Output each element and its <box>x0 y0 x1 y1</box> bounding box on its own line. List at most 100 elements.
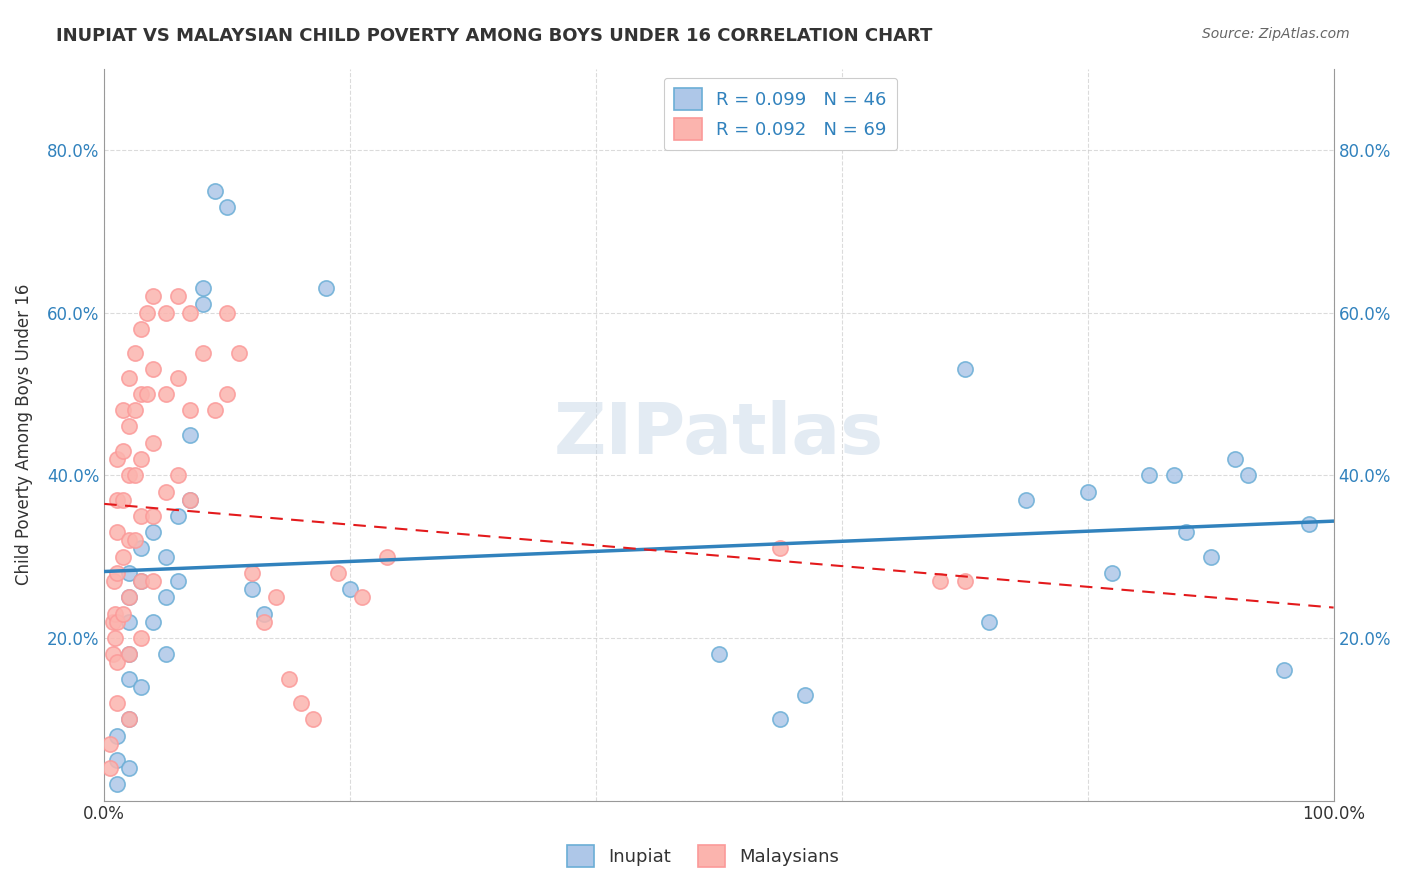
Malaysians <box>179 492 201 507</box>
Malaysians <box>129 508 152 523</box>
Malaysians <box>111 607 134 621</box>
Inupiat <box>339 582 361 596</box>
Inupiat <box>204 184 226 198</box>
Malaysians <box>118 533 141 548</box>
Inupiat <box>167 508 190 523</box>
Inupiat <box>1298 516 1320 531</box>
Inupiat <box>1015 492 1038 507</box>
Malaysians <box>290 696 312 710</box>
Inupiat <box>118 615 141 629</box>
Inupiat <box>129 680 152 694</box>
Malaysians <box>111 443 134 458</box>
Text: ZIPatlas: ZIPatlas <box>554 401 884 469</box>
Inupiat <box>118 672 141 686</box>
Malaysians <box>118 419 141 434</box>
Inupiat <box>1175 525 1198 540</box>
Malaysians <box>155 305 177 319</box>
Inupiat <box>155 647 177 661</box>
Inupiat <box>1163 468 1185 483</box>
Inupiat <box>118 647 141 661</box>
Inupiat <box>1077 484 1099 499</box>
Malaysians <box>105 492 128 507</box>
Inupiat <box>118 761 141 775</box>
Malaysians <box>155 484 177 499</box>
Malaysians <box>769 541 792 556</box>
Malaysians <box>179 403 201 417</box>
Malaysians <box>100 761 122 775</box>
Inupiat <box>1137 468 1160 483</box>
Malaysians <box>167 370 190 384</box>
Inupiat <box>179 492 201 507</box>
Inupiat <box>129 574 152 588</box>
Inupiat <box>979 615 1001 629</box>
Malaysians <box>118 647 141 661</box>
Malaysians <box>240 566 263 580</box>
Malaysians <box>929 574 952 588</box>
Inupiat <box>118 591 141 605</box>
Malaysians <box>111 549 134 564</box>
Malaysians <box>124 468 146 483</box>
Malaysians <box>105 452 128 467</box>
Malaysians <box>217 387 239 401</box>
Malaysians <box>124 533 146 548</box>
Y-axis label: Child Poverty Among Boys Under 16: Child Poverty Among Boys Under 16 <box>15 284 32 585</box>
Malaysians <box>111 403 134 417</box>
Malaysians <box>101 615 124 629</box>
Malaysians <box>191 346 214 360</box>
Malaysians <box>105 566 128 580</box>
Malaysians <box>142 508 165 523</box>
Inupiat <box>1199 549 1222 564</box>
Inupiat <box>315 281 337 295</box>
Inupiat <box>142 525 165 540</box>
Inupiat <box>155 549 177 564</box>
Inupiat <box>953 362 976 376</box>
Malaysians <box>142 574 165 588</box>
Malaysians <box>104 607 127 621</box>
Malaysians <box>179 305 201 319</box>
Inupiat <box>253 607 276 621</box>
Inupiat <box>105 777 128 791</box>
Malaysians <box>129 631 152 645</box>
Inupiat <box>1225 452 1247 467</box>
Text: INUPIAT VS MALAYSIAN CHILD POVERTY AMONG BOYS UNDER 16 CORRELATION CHART: INUPIAT VS MALAYSIAN CHILD POVERTY AMONG… <box>56 27 932 45</box>
Malaysians <box>142 435 165 450</box>
Malaysians <box>103 574 125 588</box>
Malaysians <box>142 362 165 376</box>
Malaysians <box>101 647 124 661</box>
Malaysians <box>118 712 141 726</box>
Malaysians <box>953 574 976 588</box>
Inupiat <box>794 688 817 702</box>
Malaysians <box>375 549 398 564</box>
Inupiat <box>240 582 263 596</box>
Inupiat <box>129 541 152 556</box>
Malaysians <box>217 305 239 319</box>
Inupiat <box>1236 468 1258 483</box>
Malaysians <box>136 387 159 401</box>
Malaysians <box>204 403 226 417</box>
Malaysians <box>167 289 190 303</box>
Malaysians <box>118 468 141 483</box>
Malaysians <box>129 322 152 336</box>
Legend: Inupiat, Malaysians: Inupiat, Malaysians <box>560 838 846 874</box>
Malaysians <box>118 370 141 384</box>
Inupiat <box>1274 664 1296 678</box>
Inupiat <box>142 615 165 629</box>
Malaysians <box>302 712 325 726</box>
Malaysians <box>129 452 152 467</box>
Malaysians <box>100 737 122 751</box>
Inupiat <box>118 712 141 726</box>
Malaysians <box>124 403 146 417</box>
Text: Source: ZipAtlas.com: Source: ZipAtlas.com <box>1202 27 1350 41</box>
Malaysians <box>104 631 127 645</box>
Inupiat <box>707 647 730 661</box>
Inupiat <box>118 566 141 580</box>
Malaysians <box>326 566 349 580</box>
Malaysians <box>129 387 152 401</box>
Inupiat <box>191 297 214 311</box>
Malaysians <box>253 615 276 629</box>
Malaysians <box>266 591 288 605</box>
Inupiat <box>105 753 128 767</box>
Inupiat <box>155 591 177 605</box>
Malaysians <box>105 615 128 629</box>
Malaysians <box>277 672 299 686</box>
